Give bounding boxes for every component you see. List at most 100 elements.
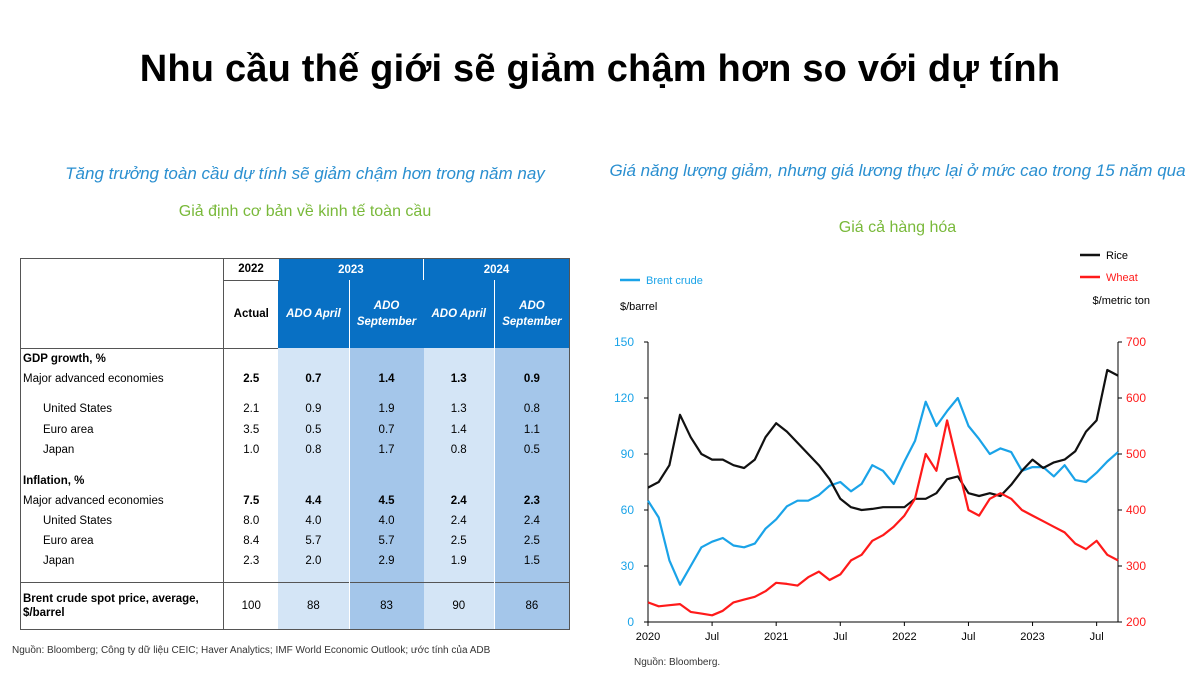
table-cell: 4.5 — [348, 490, 424, 511]
legend-label-brent: Brent crude — [646, 275, 703, 287]
table-cell: 2.4 — [423, 510, 495, 532]
x-tick-label: Jul — [705, 631, 719, 643]
table-cell: 86 — [493, 581, 569, 629]
right-tick-label: 700 — [1126, 335, 1146, 349]
table-cell: 1.0 — [223, 439, 279, 460]
x-tick-label: 2023 — [1020, 631, 1044, 643]
table-cell: 2.5 — [493, 531, 569, 552]
table-cell: 2.4 — [423, 490, 495, 511]
left-tick-label: 90 — [621, 447, 635, 461]
table-cell: 3.5 — [223, 419, 279, 440]
table-cell: 0.7 — [278, 368, 350, 389]
x-tick-label: 2022 — [892, 631, 916, 643]
col-2024: 2024 — [423, 259, 569, 281]
col-ado-april-2023: ADO April — [278, 280, 350, 349]
legend-label-wheat: Wheat — [1106, 272, 1138, 284]
legend-label-rice: Rice — [1106, 250, 1128, 262]
right-tick-label: 600 — [1126, 391, 1146, 405]
table-cell: 1.5 — [493, 551, 569, 572]
table-cell: 1.9 — [348, 399, 424, 420]
row-label: United States — [43, 514, 113, 527]
page-title: Nhu cầu thế giới sẽ giảm chậm hơn so với… — [139, 48, 1061, 90]
row-label: Japan — [43, 443, 75, 456]
table-source-note: Nguồn: Bloomberg; Công ty dữ liệu CEIC; … — [12, 645, 491, 656]
table-cell: 0.8 — [423, 439, 495, 460]
x-tick-label: 2020 — [636, 631, 660, 643]
table-cell: 1.3 — [423, 399, 495, 420]
row-label: Euro area — [43, 535, 94, 548]
series-line-brent — [647, 396, 1119, 586]
table-cell: 5.7 — [278, 531, 350, 552]
chart-source-note: Nguồn: Bloomberg. — [634, 657, 721, 668]
left-tick-label: 0 — [627, 615, 634, 629]
table-cell: 5.7 — [348, 531, 424, 552]
table-cell: 1.9 — [423, 551, 495, 572]
col-ado-september-2023: ADO September — [348, 280, 424, 349]
table-caption: Giả định cơ bản về kinh tế toàn cầu — [178, 203, 432, 220]
chart-caption: Giá cả hàng hóa — [838, 219, 957, 236]
table-cell: 2.0 — [278, 551, 350, 572]
section-heading: GDP growth, % — [23, 352, 106, 365]
table-cell: 2.9 — [348, 551, 424, 572]
table-cell: 0.5 — [493, 439, 569, 460]
table-cell: 8.4 — [223, 531, 279, 552]
left-tick-label: 60 — [621, 503, 635, 517]
table-cell: 2.3 — [493, 490, 569, 511]
table-cell: 0.8 — [493, 399, 569, 420]
table-cell: 100 — [223, 581, 279, 629]
table-cell: 83 — [348, 581, 424, 629]
col-2023: 2023 — [277, 259, 424, 281]
row-label: Major advanced economies — [23, 494, 164, 507]
left-tick-label: 120 — [614, 391, 634, 405]
col-ado-september-2024: ADO September — [493, 280, 569, 349]
x-tick-label: Jul — [961, 631, 975, 643]
table-cell: 2.5 — [223, 368, 279, 389]
row-label: Japan — [43, 555, 75, 568]
section-heading: Inflation, % — [23, 474, 85, 487]
x-tick-label: 2021 — [764, 631, 788, 643]
table-cell: 2.4 — [493, 510, 569, 532]
table-cell: 0.7 — [348, 419, 424, 440]
table-subtitle: Tăng trưởng toàn cầu dự tính sẽ giảm chậ… — [65, 164, 545, 183]
table-cell: 90 — [423, 581, 495, 629]
table-cell: 2.1 — [223, 399, 279, 420]
row-label: Brent crude spot price, average, $/barre… — [21, 581, 224, 629]
table-cell: 1.4 — [348, 368, 424, 389]
table-cell: 4.0 — [278, 510, 350, 532]
table-cell: 1.7 — [348, 439, 424, 460]
right-tick-label: 300 — [1126, 559, 1146, 573]
x-tick-label: Jul — [833, 631, 847, 643]
commodity-price-chart: 0 30 60 90 120 150 200 300 400 500 600 700 2020 Jul 20… — [614, 250, 1150, 643]
right-tick-label: 500 — [1126, 447, 1146, 461]
row-label: Major advanced economies — [23, 372, 164, 385]
table-cell: 0.9 — [493, 368, 569, 389]
table-cell: 1.3 — [423, 368, 495, 389]
col-2022: 2022 — [223, 259, 279, 281]
table-cell: 4.0 — [348, 510, 424, 532]
table-cell: 2.3 — [223, 551, 279, 572]
right-tick-label: 200 — [1126, 615, 1146, 629]
row-label: Euro area — [43, 423, 94, 436]
table-cell: 0.9 — [278, 399, 350, 420]
right-tick-label: 400 — [1126, 503, 1146, 517]
table-cell: 88 — [278, 581, 350, 629]
x-tick-label: Jul — [1090, 631, 1104, 643]
table-cell: 7.5 — [223, 490, 279, 511]
table-cell: 2.5 — [423, 531, 495, 552]
left-tick-label: 30 — [621, 559, 635, 573]
series-line-rice — [647, 368, 1119, 512]
table-cell: 1.1 — [493, 419, 569, 440]
right-axis-unit: $/metric ton — [1093, 295, 1150, 307]
table-cell: 4.4 — [278, 490, 350, 511]
economy-assumptions-table: 2022 2023 2024 Actual ADO April ADO Sept… — [20, 258, 570, 630]
table-cell: 1.4 — [423, 419, 495, 440]
row-label: United States — [43, 403, 113, 416]
table-cell: 8.0 — [223, 510, 279, 532]
col-ado-april-2024: ADO April — [423, 280, 495, 349]
table-cell: 0.8 — [278, 439, 350, 460]
chart-subtitle: Giá năng lượng giảm, nhưng giá lương thự… — [609, 161, 1186, 180]
left-tick-label: 150 — [614, 335, 634, 349]
table-cell: 0.5 — [278, 419, 350, 440]
left-axis-unit: $/barrel — [620, 301, 657, 313]
col-actual: Actual — [223, 280, 279, 349]
